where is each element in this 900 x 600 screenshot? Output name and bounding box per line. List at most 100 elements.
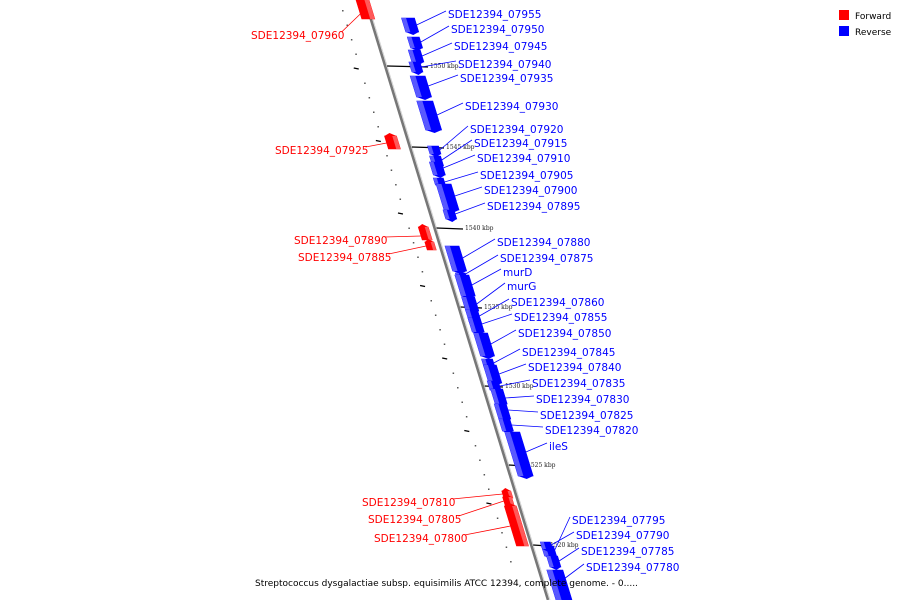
gene-arrow-tip xyxy=(418,224,429,227)
gene-block-shade xyxy=(483,365,494,383)
minor-tick xyxy=(486,502,492,505)
gene-block-shade xyxy=(507,491,513,498)
backbone-group xyxy=(363,0,551,600)
gene-arrow-tip xyxy=(504,503,517,506)
minor-dot xyxy=(505,546,508,548)
gene-block-shade xyxy=(408,62,416,72)
gene-label: SDE12394_07780 xyxy=(586,562,679,574)
gene-arrow-tip xyxy=(429,154,441,157)
gene-label: SDE12394_07910 xyxy=(477,153,570,165)
gene-label: SDE12394_07785 xyxy=(581,546,674,558)
gene-block-shade xyxy=(427,146,434,154)
gene-block-shade xyxy=(443,210,450,219)
gene-block-shade xyxy=(424,227,433,240)
scale-tick-label: 1530 kbp xyxy=(505,383,534,390)
minor-tick xyxy=(353,67,359,70)
gene-arrow-tip xyxy=(411,72,423,75)
gene-leader-line xyxy=(551,531,575,546)
gene-arrow-tip xyxy=(445,219,457,222)
gene-leader-line xyxy=(384,235,421,238)
gene-leader-line xyxy=(490,329,517,345)
gene-leader-line xyxy=(416,10,447,26)
gene-leader-line xyxy=(443,154,476,169)
gene-block-shade xyxy=(490,389,500,404)
genome-backbone-highlight xyxy=(366,0,551,600)
gene-block-shade xyxy=(433,178,439,185)
minor-dot xyxy=(377,126,379,128)
gene-arrow-tip xyxy=(549,567,561,570)
gene-label: SDE12394_07955 xyxy=(448,9,541,21)
gene-leader-line xyxy=(365,142,387,148)
minor-dot xyxy=(355,53,357,55)
minor-dot xyxy=(487,488,490,490)
gene-arrow-tip xyxy=(416,97,432,100)
minor-tick xyxy=(464,429,470,433)
gene-leader-line xyxy=(388,245,427,255)
minor-dot xyxy=(501,532,503,534)
gene-label: SDE12394_07920 xyxy=(470,124,563,136)
gene-labels-group: SDE12394_07960 SDE12394_07955 SDE12394_079… xyxy=(251,9,679,579)
gene-label: SDE12394_07935 xyxy=(460,73,553,85)
gene-leader-line xyxy=(481,313,513,325)
minor-dot xyxy=(364,82,366,84)
gene-arrow-tip xyxy=(502,494,512,497)
minor-dot xyxy=(412,242,415,244)
gene-block-shade xyxy=(473,333,486,356)
gene-label: SDE12394_07835 xyxy=(532,378,625,390)
minor-dot xyxy=(350,39,353,41)
minor-dot xyxy=(496,517,499,519)
gene-leader-line xyxy=(471,268,502,286)
gene-block-shade xyxy=(467,318,477,332)
gene-blocks-group xyxy=(355,0,573,600)
gene-leader-line xyxy=(455,202,486,215)
gene-leader-line xyxy=(462,238,496,259)
gene-block-shade xyxy=(430,242,437,250)
gene-leader-line xyxy=(511,424,544,428)
gene-leader-line xyxy=(420,25,450,43)
gene-leader-line xyxy=(428,74,459,87)
gene-label: SDE12394_07940 xyxy=(458,59,551,71)
gene-label: murG xyxy=(507,281,536,293)
minor-dot xyxy=(483,474,486,476)
gene-leader-line xyxy=(479,298,510,317)
gene-label: SDE12394_07860 xyxy=(511,297,604,309)
minor-dot xyxy=(346,24,348,26)
gene-leader-line xyxy=(498,363,527,375)
gene-leader-line xyxy=(444,171,479,183)
gene-block-shade xyxy=(436,184,450,210)
gene-label: SDE12394_07890 xyxy=(294,235,387,247)
scale-tick-label: 1520 kbp xyxy=(550,542,579,549)
gene-arrow-tip xyxy=(542,549,553,552)
gene-leader-line xyxy=(464,525,511,536)
gene-leader-line xyxy=(439,125,469,151)
gene-arrow-tip xyxy=(410,48,423,51)
minor-dot xyxy=(342,10,344,12)
minor-dot xyxy=(457,387,459,389)
gene-leader-line xyxy=(465,254,499,275)
gene-label: SDE12394_07790 xyxy=(576,530,669,542)
gene-arrow-tip xyxy=(518,476,534,479)
gene-block-shade xyxy=(407,37,415,48)
legend-reverse-label: Reverse xyxy=(855,28,892,38)
legend-reverse-swatch xyxy=(839,26,849,36)
gene-label: SDE12394_07950 xyxy=(451,24,544,36)
gene-label: SDE12394_07810 xyxy=(362,497,455,509)
gene-block-shade xyxy=(461,297,471,311)
minor-dot xyxy=(373,111,375,113)
scale-tick-label: 1540 kbp xyxy=(465,225,494,232)
minor-dot xyxy=(395,184,397,186)
gene-block-shade xyxy=(445,246,458,271)
gene-label: SDE12394_07930 xyxy=(465,101,558,113)
minor-dot xyxy=(390,169,393,171)
gene-block-shade xyxy=(512,506,529,546)
gene-block-shade xyxy=(487,381,494,390)
gene-block-shade xyxy=(364,0,375,19)
minor-dot xyxy=(421,271,424,273)
gene-label: SDE12394_07840 xyxy=(528,362,621,374)
gene-label: ileS xyxy=(549,441,568,453)
gene-leader-line xyxy=(554,516,571,551)
gene-label: SDE12394_07905 xyxy=(480,170,573,182)
gene-label: SDE12394_07880 xyxy=(497,237,590,249)
minor-tick xyxy=(419,284,426,288)
gene-leader-line xyxy=(499,379,531,387)
